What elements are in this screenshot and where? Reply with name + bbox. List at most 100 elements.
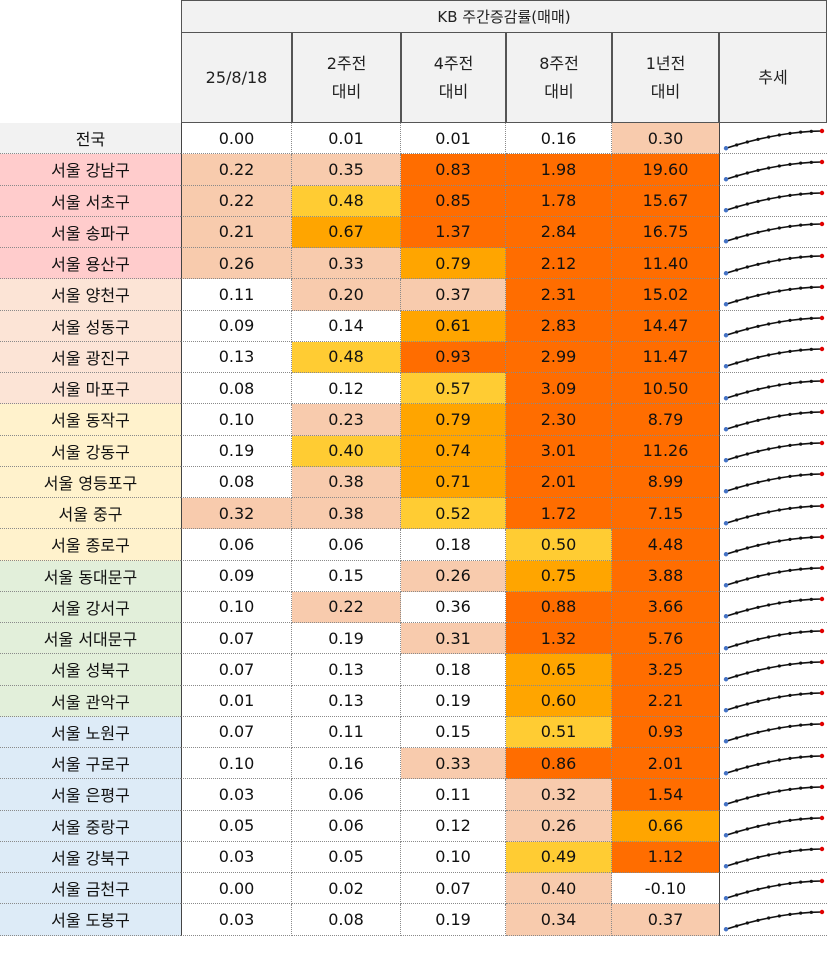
sparkline-point: [723, 864, 728, 869]
value-cell-col5: 14.47: [612, 310, 719, 342]
sparkline-point: [745, 889, 749, 894]
sparkline-line: [725, 598, 822, 618]
column-header-line1: 2주전: [326, 53, 367, 73]
sparkline-point: [745, 296, 749, 300]
sparkline-point: [777, 726, 781, 730]
sparkline-point: [734, 924, 738, 928]
sparkline-point: [745, 421, 749, 425]
sparkline-line: [725, 379, 822, 399]
value-cell-col4: 0.60: [506, 685, 612, 717]
sparkline-point: [819, 284, 824, 289]
sparkline-point: [745, 202, 749, 206]
sparkline-point: [819, 753, 824, 758]
value-cell-col3: 0.93: [401, 341, 506, 373]
sparkline-point: [723, 458, 728, 463]
sparkline-point: [787, 443, 792, 447]
value-cell-col2: 0.08: [292, 904, 401, 936]
sparkline-point: [766, 666, 770, 670]
sparkline-point: [809, 254, 813, 258]
sparkline-point: [819, 722, 824, 727]
column-header-6: 추세: [719, 33, 827, 123]
sparkline-point: [777, 351, 781, 355]
sparkline-line: [725, 504, 822, 524]
sparkline-line: [725, 410, 822, 430]
sparkline-point: [745, 264, 749, 269]
value-cell-col1: 0.19: [181, 435, 292, 467]
value-cell-col1: 0.08: [181, 373, 292, 405]
value-cell-col5: -0.10: [612, 873, 719, 905]
value-cell-col4: 2.12: [506, 248, 612, 280]
value-cell-col3: 0.07: [401, 873, 506, 905]
sparkline-point: [787, 506, 792, 510]
value-cell-col5: 11.26: [612, 435, 719, 467]
sparkline-point: [809, 535, 813, 539]
region-name: 서울 금천구: [0, 873, 181, 905]
value-cell-col1: 0.03: [181, 779, 292, 811]
sparkline-point: [798, 598, 802, 603]
value-cell-col2: 0.16: [292, 748, 401, 780]
sparkline-point: [787, 287, 792, 291]
value-cell-col1: 0.07: [181, 623, 292, 655]
value-cell-col3: 0.10: [401, 841, 506, 873]
sparkline-point: [766, 728, 770, 732]
value-cell-col5: 7.15: [612, 498, 719, 530]
value-cell-col4: 0.40: [506, 873, 612, 905]
sparkline-point: [777, 882, 781, 887]
sparkline-point: [766, 916, 770, 920]
sparkline-point: [734, 236, 738, 240]
value-cell-col4: 0.86: [506, 748, 612, 780]
trend-sparkline: [719, 841, 827, 873]
column-header-line1: 추세: [758, 67, 788, 87]
sparkline-point: [755, 543, 760, 547]
sparkline-point: [766, 791, 770, 795]
column-header-line1: 8주전: [539, 53, 579, 73]
trend-sparkline: [719, 529, 827, 561]
sparkline-point: [809, 347, 813, 352]
sparkline-point: [787, 725, 792, 729]
sparkline-point: [766, 603, 770, 607]
sparkline-point: [798, 442, 802, 446]
sparkline-point: [787, 818, 792, 822]
sparkline-point: [755, 637, 760, 641]
value-cell-col1: 0.13: [181, 341, 292, 373]
sparkline-point: [745, 171, 749, 175]
trend-sparkline: [719, 435, 827, 467]
value-cell-col3: 0.37: [401, 279, 506, 311]
sparkline-point: [755, 918, 760, 922]
value-cell-col3: 0.19: [401, 904, 506, 936]
value-cell-col2: 0.38: [292, 498, 401, 530]
sparkline-point: [798, 348, 802, 353]
sparkline-point: [766, 884, 770, 889]
sparkline-point: [734, 736, 738, 740]
value-cell-col5: 19.60: [612, 154, 719, 186]
sparkline-line: [725, 254, 822, 274]
sparkline-point: [777, 914, 781, 918]
value-cell-col2: 0.48: [292, 341, 401, 373]
sparkline-point: [723, 645, 728, 650]
sparkline-point: [755, 324, 760, 328]
sparkline-line: [725, 348, 822, 368]
sparkline-point: [777, 507, 781, 512]
sparkline-point: [734, 392, 738, 397]
trend-sparkline: [719, 310, 827, 342]
sparkline-point: [787, 193, 792, 197]
trend-sparkline: [719, 685, 827, 717]
sparkline-point: [777, 570, 781, 574]
sparkline-point: [766, 291, 770, 295]
sparkline-point: [809, 316, 813, 320]
sparkline-point: [798, 661, 802, 665]
sparkline-point: [723, 833, 728, 838]
value-cell-col2: 0.40: [292, 435, 401, 467]
sparkline-point: [745, 327, 749, 331]
trend-sparkline: [719, 373, 827, 405]
value-cell-col2: 0.05: [292, 841, 401, 873]
sparkline-point: [809, 597, 813, 602]
value-cell-col2: 0.14: [292, 310, 401, 342]
value-cell-col1: 0.22: [181, 154, 292, 186]
sparkline-line: [725, 629, 822, 649]
value-cell-col3: 0.12: [401, 810, 506, 842]
column-header-line2: 대비: [650, 81, 681, 101]
sparkline-point: [819, 222, 824, 227]
sparkline-point: [819, 253, 824, 258]
sparkline-point: [745, 358, 749, 362]
